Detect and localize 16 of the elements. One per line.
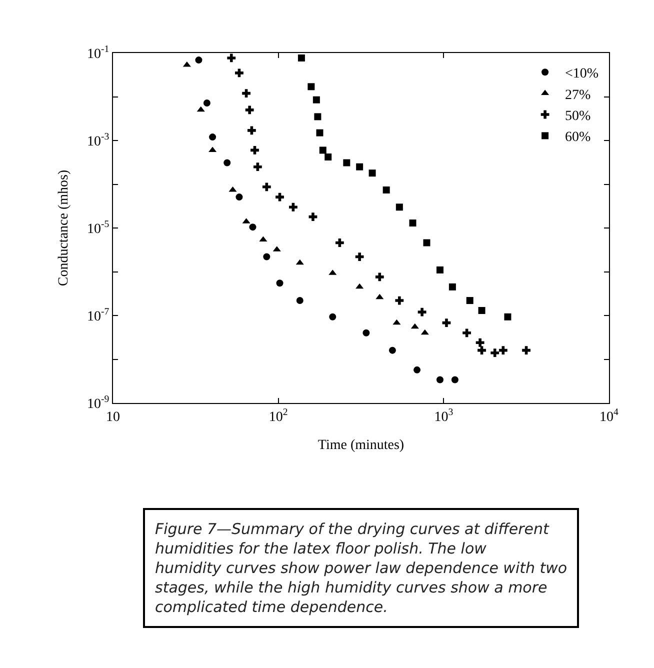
legend-label: 50% <box>565 108 592 124</box>
legend-label: <10% <box>565 66 599 82</box>
y-tick-label: 10$^{-1}$ <box>87 44 110 62</box>
legend-label: 27% <box>565 88 592 103</box>
caption: Figure 7—Summary of the drying curves at different humidities for the latex floor polish. The low humidity curves show power law dependence with two stages, while the high humidity curves show a more complicated time dependence. <box>155 520 568 616</box>
x-tick-label: 10 <box>106 410 120 425</box>
y-tick-label: 10$^{-3}$ <box>87 132 110 150</box>
y-tick-label: 10$^{-5}$ <box>87 219 110 237</box>
legend-label: 60% <box>565 130 592 146</box>
y-tick-label: 10$^{-7}$ <box>87 306 110 324</box>
x-axis-title: Time (minutes) <box>318 438 404 454</box>
x-tick-label: 10$^{4}$ <box>600 406 619 425</box>
x-tick-label: 10$^{3}$ <box>434 406 454 425</box>
y-tick-label: 10$^{-9}$ <box>87 394 110 412</box>
x-tick-label: 10$^{2}$ <box>268 406 288 425</box>
y-axis-title: Conductance (mhos) <box>56 170 72 286</box>
